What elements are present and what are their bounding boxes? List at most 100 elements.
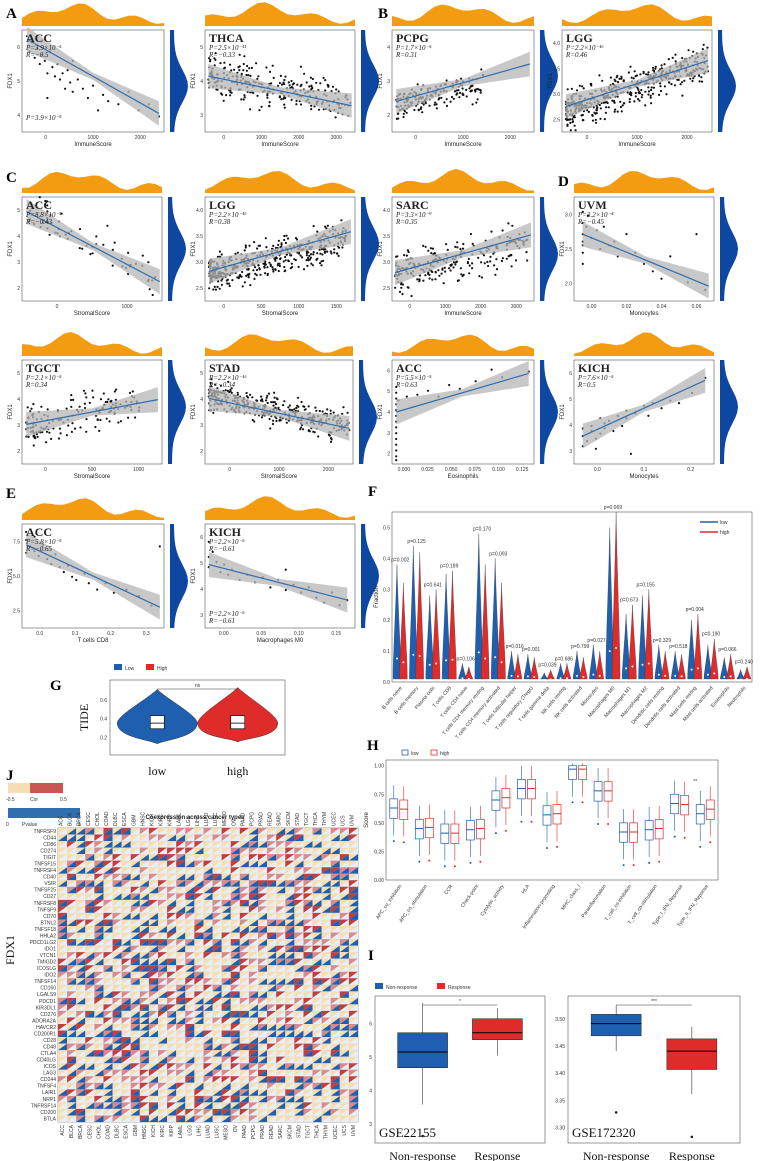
heatmap-cell-upper: [321, 997, 331, 1005]
heatmap-cell-upper: [258, 906, 268, 913]
data-point: [570, 87, 573, 90]
heatmap-cell-lower: [267, 899, 277, 907]
heatmap-cell-lower: [139, 854, 149, 861]
right-density: [361, 30, 379, 132]
trend-line: [582, 233, 709, 287]
heatmap-cell-upper: [267, 880, 277, 887]
data-point: [448, 383, 451, 387]
heatmap-cell-upper: [258, 971, 268, 979]
heatmap-cell-upper: [312, 1017, 322, 1024]
heatmap-cell-upper: [94, 919, 104, 926]
data-point: [290, 262, 293, 265]
heatmap-cell-lower: [121, 997, 131, 1005]
heatmap-cell-upper: [294, 873, 304, 881]
heatmap-cell-upper: [267, 906, 277, 913]
data-point: [340, 219, 343, 222]
heatmap-cell-lower: [230, 978, 240, 985]
heatmap-cell-lower: [212, 958, 222, 966]
data-point: [454, 245, 457, 248]
heatmap-cell-lower: [139, 899, 149, 907]
trend-line: [26, 38, 160, 114]
data-point: [650, 102, 653, 105]
heatmap-cell-upper: [67, 1037, 77, 1044]
heatmap-cell-upper: [94, 873, 104, 881]
trend-line: [208, 397, 350, 430]
heatmap-cell-lower: [103, 899, 113, 907]
data-point: [593, 111, 596, 114]
heatmap-cell-upper: [339, 847, 349, 855]
heatmap-cell-upper: [67, 958, 77, 966]
heatmap-cell-upper: [58, 997, 68, 1005]
heatmap-cell-upper: [130, 854, 140, 861]
heatmap-cell-upper: [121, 1024, 131, 1031]
box-low: [619, 822, 628, 843]
data-point: [695, 233, 698, 236]
heatmap-cell-upper: [112, 965, 122, 972]
heatmap-cell-upper: [67, 1004, 77, 1011]
heatmap-cell-lower: [330, 893, 340, 900]
heatmap-cell-upper: [339, 906, 349, 913]
p-value-label: p=0.004: [686, 607, 704, 613]
heatmap-cell-lower: [330, 1030, 340, 1038]
heatmap-cell-lower: [330, 984, 340, 992]
heatmap-cell-upper: [158, 847, 168, 855]
heatmap-cell-upper: [130, 1010, 140, 1018]
data-point: [422, 103, 425, 106]
heatmap-cell-lower: [67, 828, 77, 835]
heatmap-cell-lower: [303, 932, 313, 940]
data-point: [295, 103, 298, 106]
data-point: [306, 264, 309, 267]
y-tick-label: 0.2: [383, 618, 390, 624]
data-point: [440, 272, 443, 275]
data-point: [605, 106, 608, 109]
heatmap-cell-lower: [339, 906, 349, 913]
heatmap-cell-upper: [339, 978, 349, 985]
heatmap-cell-lower: [276, 945, 286, 953]
heatmap-cell-upper: [158, 1030, 168, 1038]
heatmap-cell-lower: [76, 906, 86, 913]
legend-low-label: Low: [125, 666, 135, 672]
heatmap-cell-upper: [321, 886, 331, 894]
heatmap-cell-upper: [339, 841, 349, 848]
y-tick-label: 5.0: [13, 574, 20, 580]
data-point: [57, 437, 61, 440]
data-point: [282, 404, 285, 407]
data-point: [465, 95, 468, 98]
violin-low: [720, 657, 729, 680]
heatmap-cell-lower: [76, 886, 86, 894]
heatmap-cell-lower: [76, 893, 86, 900]
data-point: [268, 101, 271, 104]
data-point: [700, 80, 704, 83]
heatmap-cell-upper: [348, 971, 358, 979]
violin-high: [432, 589, 441, 680]
heatmap-cell-lower: [139, 847, 149, 855]
category-label: Parainflammation: [580, 884, 607, 919]
heatmap-cell-lower: [267, 1017, 277, 1024]
data-point: [581, 251, 584, 254]
heatmap-cell-lower: [194, 1037, 204, 1044]
heatmap-cell-upper: [330, 1010, 340, 1018]
heatmap-cell-lower: [221, 880, 231, 887]
heatmap-cell-lower: [139, 886, 149, 894]
data-point: [264, 272, 267, 275]
data-point: [127, 416, 130, 419]
heatmap-cell-lower: [330, 867, 340, 874]
heatmap-cell-lower: [167, 978, 177, 985]
data-point: [299, 103, 303, 106]
heatmap-cell-lower: [339, 932, 349, 940]
box-low: [593, 781, 603, 802]
data-point: [493, 264, 496, 267]
heatmap-cell-upper: [58, 945, 68, 953]
heatmap-cell-upper: [285, 952, 295, 959]
top-density: [562, 4, 712, 26]
panel-letter-G: G: [50, 678, 62, 694]
data-point: [95, 235, 98, 238]
data-point: [300, 400, 303, 404]
heatmap-cell-lower: [267, 906, 277, 913]
x-tick-label: 0.3: [143, 631, 150, 637]
heatmap-cell-lower: [285, 997, 295, 1005]
panel-letter-D: D: [558, 174, 569, 190]
heatmap-cell-lower: [112, 899, 122, 907]
data-point: [107, 100, 110, 103]
heatmap-cell-upper: [67, 952, 77, 959]
